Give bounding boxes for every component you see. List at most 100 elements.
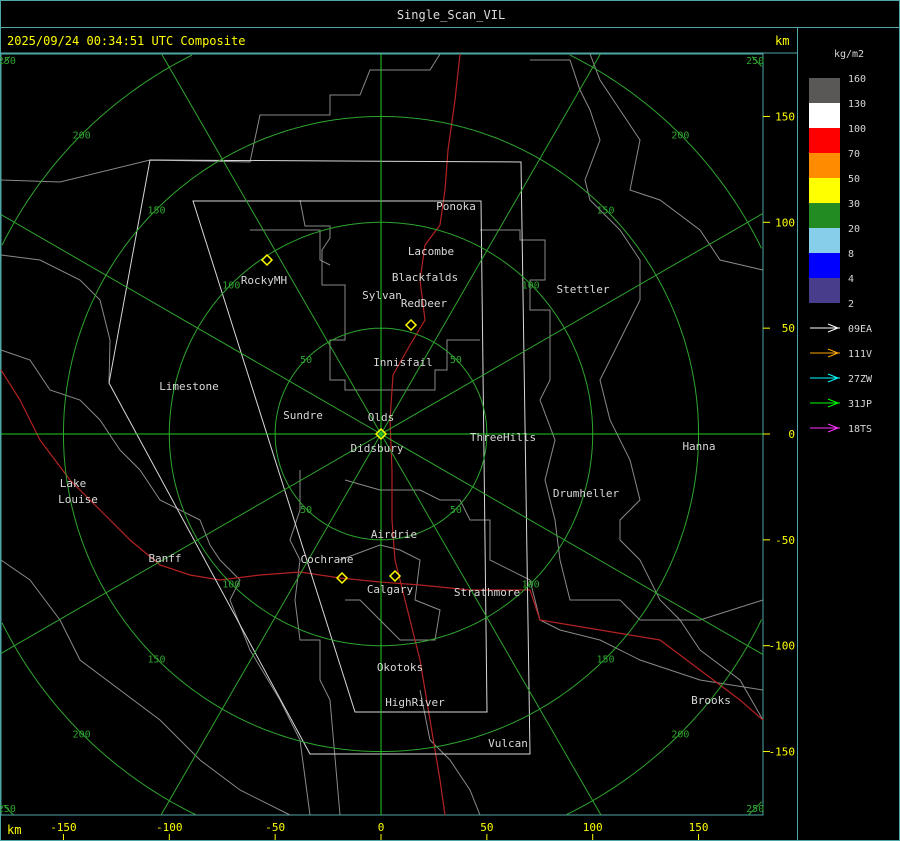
radar-site-icon[interactable] xyxy=(374,427,388,441)
legend-swatch xyxy=(809,228,840,253)
x-tick-label: 150 xyxy=(689,821,709,834)
outer-domain xyxy=(108,159,531,755)
city-label-threehills: ThreeHills xyxy=(470,431,536,444)
legend-bin-label: 2 xyxy=(848,299,854,310)
arrow-head-icon xyxy=(827,373,840,383)
window-title: Single_Scan_VIL xyxy=(396,8,506,22)
arrow-head-icon xyxy=(827,398,840,408)
boundary-line xyxy=(589,53,764,271)
city-label-lake: Lake xyxy=(60,477,87,490)
boundary-line xyxy=(0,349,311,816)
city-label-sundre: Sundre xyxy=(283,409,323,422)
city-label-okotoks: Okotoks xyxy=(377,661,423,674)
legend-swatch xyxy=(809,253,840,278)
city-label-cochrane: Cochrane xyxy=(301,553,354,566)
radar-site-icon[interactable] xyxy=(335,571,349,585)
track-label[interactable]: 18TS xyxy=(848,424,872,435)
radial-120 xyxy=(0,214,764,655)
ring-label: 100 xyxy=(522,280,540,291)
boundary-line xyxy=(299,199,480,391)
legend-bin-label: 50 xyxy=(848,174,860,185)
city-label-louise: Louise xyxy=(58,493,98,506)
ring-label: 50 xyxy=(300,355,312,366)
x-tick-label: -150 xyxy=(50,821,77,834)
boundary-line xyxy=(0,53,441,183)
boundary-line xyxy=(419,689,481,816)
highway-1 xyxy=(0,369,764,721)
city-label-airdrie: Airdrie xyxy=(371,528,417,541)
legend-bin-label: 70 xyxy=(848,149,860,160)
x-axis-unit: km xyxy=(7,823,22,837)
y-tick-label: -150 xyxy=(769,746,796,759)
ring-label: 250 xyxy=(746,56,764,67)
legend-bin-label: 20 xyxy=(848,224,860,235)
ring-label: 150 xyxy=(596,205,614,216)
ring-label: 50 xyxy=(300,505,312,516)
boundary-line xyxy=(0,559,291,816)
ring-label: 100 xyxy=(222,580,240,591)
range-ring-200 xyxy=(1,54,762,815)
city-label-sylvan: Sylvan xyxy=(362,289,402,302)
radial-60 xyxy=(0,213,764,654)
track-label[interactable]: 27ZW xyxy=(848,374,873,385)
ring-label: 200 xyxy=(73,729,91,740)
boundary-line xyxy=(480,229,764,621)
km-unit-label: km xyxy=(775,34,790,48)
ring-label: 250 xyxy=(0,804,16,815)
radar-site-icon[interactable] xyxy=(388,569,402,583)
track-label[interactable]: 31JP xyxy=(848,399,872,410)
legend-swatch xyxy=(809,278,840,303)
legend-swatch xyxy=(809,178,840,203)
ring-label: 150 xyxy=(596,655,614,666)
ring-label: 200 xyxy=(671,131,689,142)
legend-swatch xyxy=(809,78,840,103)
city-label-strathmore: Strathmore xyxy=(454,586,520,599)
boundary-line xyxy=(289,470,341,816)
y-tick-label: 50 xyxy=(782,322,795,335)
county-boundaries xyxy=(0,53,764,816)
ring-label: 150 xyxy=(147,205,165,216)
city-label-reddeer: RedDeer xyxy=(401,297,448,310)
legend-bin-label: 8 xyxy=(848,249,854,260)
x-tick-label: 0 xyxy=(378,821,385,834)
city-label-drumheller: Drumheller xyxy=(553,487,620,500)
x-tick-label: 100 xyxy=(583,821,603,834)
city-label-highriver: HighRiver xyxy=(385,696,445,709)
city-label-didsbury: Didsbury xyxy=(351,442,404,455)
city-label-rockymh: RockyMH xyxy=(241,274,287,287)
city-label-limestone: Limestone xyxy=(159,380,219,393)
boundary-line xyxy=(530,59,764,721)
legend-bin-label: 30 xyxy=(848,199,860,210)
timestamp-label: 2025/09/24 00:34:51 UTC Composite xyxy=(7,34,246,48)
legend-swatch xyxy=(809,153,840,178)
city-label-olds: Olds xyxy=(368,411,395,424)
range-ring-250 xyxy=(3,56,763,816)
highways xyxy=(0,53,764,816)
boundary-line xyxy=(344,479,764,691)
arrow-head-icon xyxy=(827,348,840,358)
y-tick-label: -100 xyxy=(769,640,796,653)
track-label[interactable]: 111V xyxy=(848,349,872,360)
radar-site-icon[interactable] xyxy=(260,253,274,267)
boundary-line xyxy=(339,544,441,641)
ring-label: 250 xyxy=(746,804,764,815)
city-label-lacombe: Lacombe xyxy=(408,245,454,258)
arrow-head-icon xyxy=(827,423,840,433)
radar-site-icon[interactable] xyxy=(404,318,418,332)
boundary-line xyxy=(0,254,111,384)
city-label-banff: Banff xyxy=(148,552,181,565)
legend-swatch xyxy=(809,128,840,153)
x-tick-label: 50 xyxy=(480,821,493,834)
y-tick-label: 0 xyxy=(788,428,795,441)
city-label-ponoka: Ponoka xyxy=(436,200,476,213)
y-tick-label: -50 xyxy=(775,534,795,547)
radial-lines xyxy=(0,53,764,816)
axes: -150 -100 -50 0 50 100 150 150 100 50 0 -50 -100 -150 xyxy=(50,110,795,840)
ring-label: 100 xyxy=(522,580,540,591)
city-label-brooks: Brooks xyxy=(691,694,731,707)
track-label[interactable]: 09EA xyxy=(848,324,872,335)
highway-2 xyxy=(389,53,461,816)
ring-label: 50 xyxy=(450,505,462,516)
